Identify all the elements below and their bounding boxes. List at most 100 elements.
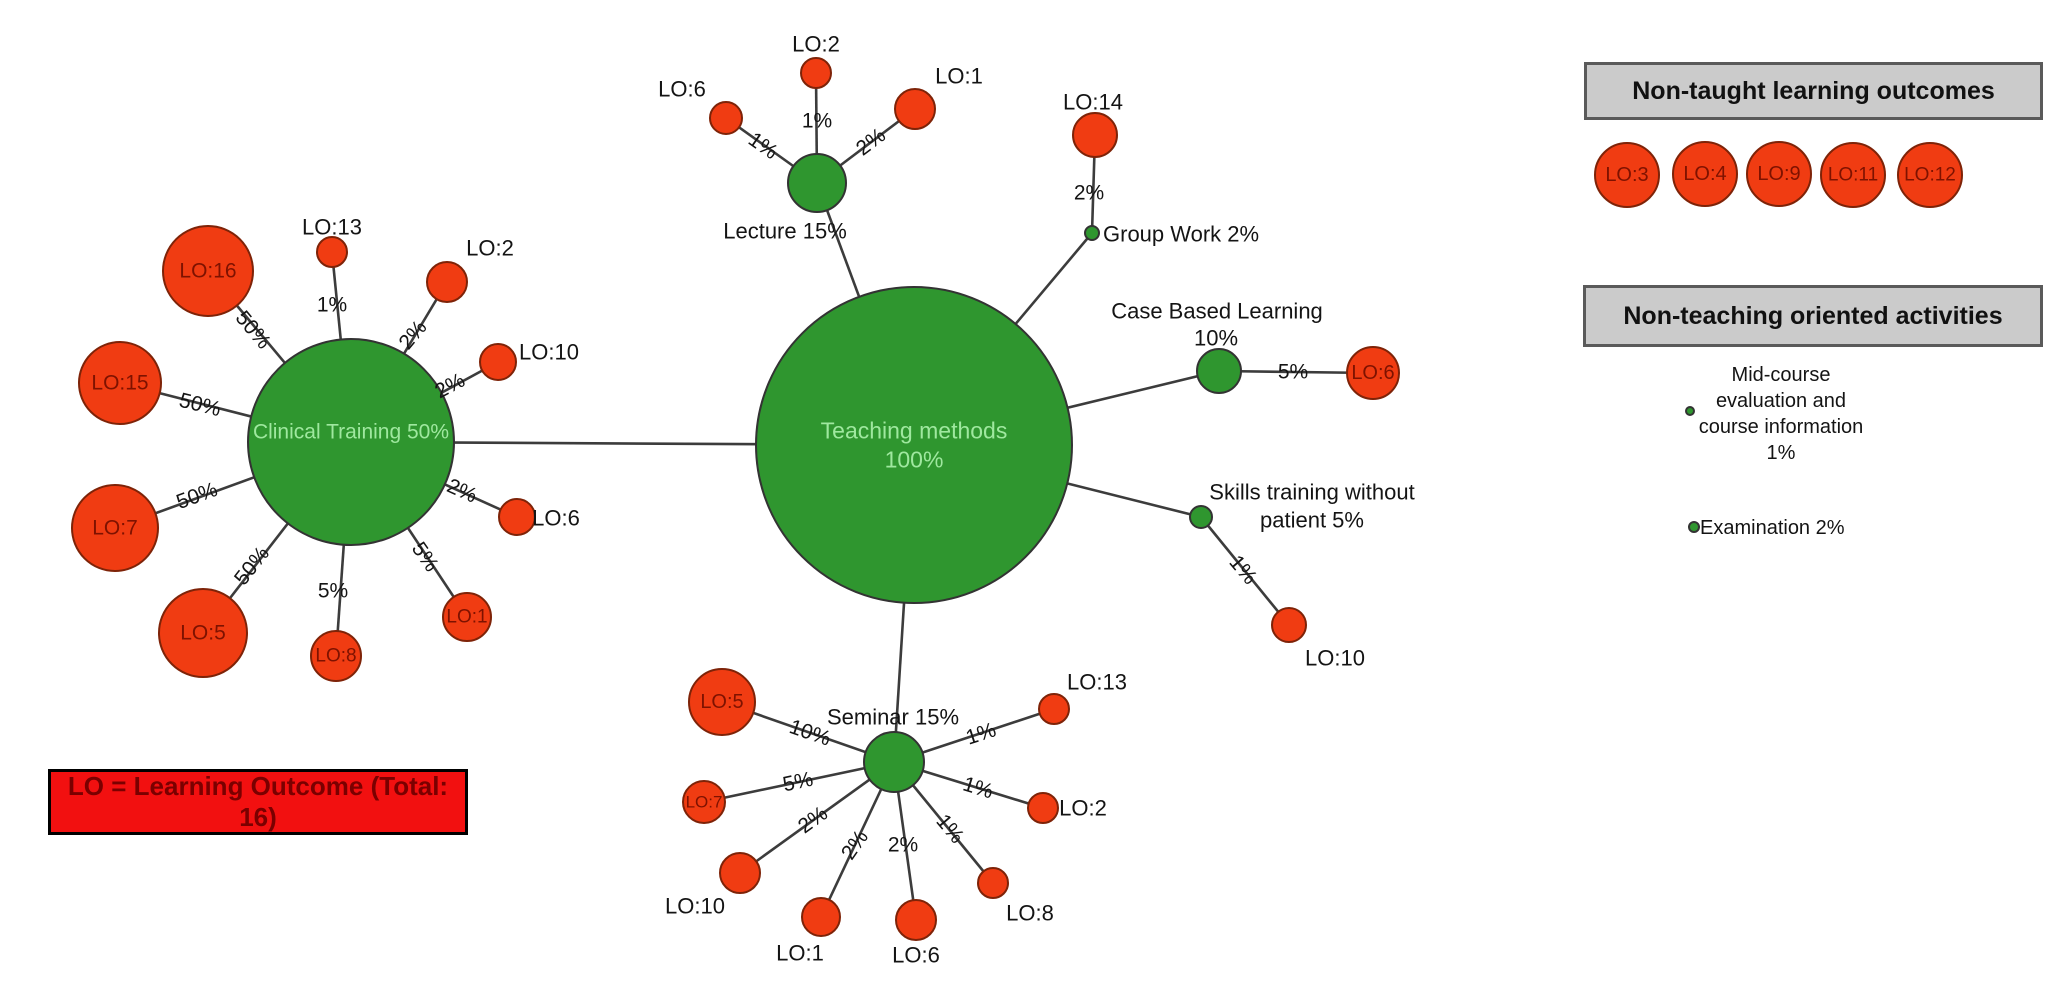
edge-label-seminar-sem-lo7: 5%: [781, 768, 815, 797]
node-label-clin-lo5-0: LO:5: [180, 622, 226, 645]
label-seminar-lo1: LO:1: [776, 941, 824, 966]
node-teaching-methods: [755, 286, 1073, 604]
label-clinical-lo2: LO:2: [466, 236, 514, 261]
node-sem-lo5: [688, 668, 756, 736]
node-nt-lo4: [1672, 141, 1738, 207]
edge-label-clinical-training-clin-lo2: 2%: [394, 316, 431, 354]
label-skills-lo10: LO:10: [1305, 646, 1365, 671]
node-label-teaching-methods-0: Teaching methods: [821, 418, 1008, 444]
edge-label-seminar-sem-lo1: 2%: [837, 826, 873, 864]
label-lo14: LO:14: [1063, 90, 1123, 115]
label-group-work: Group Work 2%: [1103, 222, 1259, 247]
node-lec-lo1: [894, 88, 936, 130]
label-clinical-lo13: LO:13: [302, 215, 362, 240]
node-nt-lo3: [1594, 142, 1660, 208]
edge-label-clinical-training-clin-lo6: 2%: [443, 474, 480, 507]
node-clin-lo2: [426, 261, 468, 303]
label-seminar-lo13: LO:13: [1067, 670, 1127, 695]
node-clin-lo1: [442, 592, 492, 642]
label-skills-1: Skills training without: [1209, 480, 1414, 505]
edge-label-case-based-learning-cb-lo6: 5%: [1278, 361, 1308, 384]
node-gw-lo14: [1072, 112, 1118, 158]
edge-label-seminar-sem-lo13: 1%: [963, 718, 999, 749]
node-examination-dot: [1688, 521, 1700, 533]
node-label-sem-lo5-0: LO:5: [700, 691, 743, 713]
label-midcourse-1: Mid-course: [1732, 364, 1831, 386]
edge-label-clinical-training-clin-lo13: 1%: [317, 294, 347, 317]
node-label-clin-lo16-0: LO:16: [179, 260, 236, 283]
node-sem-lo10: [719, 852, 761, 894]
node-midcourse-dot: [1685, 406, 1695, 416]
node-clin-lo15: [78, 341, 162, 425]
node-group-work: [1084, 225, 1100, 241]
label-skills-2: patient 5%: [1260, 508, 1364, 533]
node-sem-lo2: [1027, 792, 1059, 824]
node-label-clin-lo8-0: LO:8: [315, 646, 356, 667]
node-clin-lo8: [310, 630, 362, 682]
label-seminar: Seminar 15%: [827, 705, 959, 730]
node-label-cb-lo6-0: LO:6: [1351, 362, 1394, 384]
node-label-sem-lo7-0: LO:7: [686, 793, 723, 812]
node-sem-lo8: [977, 867, 1009, 899]
node-lec-lo6: [709, 101, 743, 135]
node-label-clinical-training-0: Clinical Training 50%: [253, 421, 449, 444]
node-clin-lo6: [498, 498, 536, 536]
edge-label-clinical-training-clin-lo7: 50%: [173, 478, 220, 514]
node-nt-lo11: [1820, 142, 1886, 208]
label-midcourse-2: evaluation and: [1716, 390, 1846, 412]
edge-label-seminar-sem-lo2: 1%: [960, 773, 996, 804]
node-label-clin-lo7-0: LO:7: [92, 517, 138, 540]
non-taught-header: Non-taught learning outcomes: [1584, 62, 2043, 120]
non-taught-header-label: Non-taught learning outcomes: [1632, 76, 1995, 105]
label-lecture: Lecture 15%: [723, 219, 847, 244]
node-sem-lo13: [1038, 693, 1070, 725]
node-sk-lo10: [1271, 607, 1307, 643]
label-case-based-1: Case Based Learning: [1111, 299, 1323, 324]
label-lecture-lo6: LO:6: [658, 77, 706, 102]
edge-label-clinical-training-clin-lo15: 50%: [177, 389, 223, 421]
edge-label-group-work-gw-lo14: 2%: [1074, 182, 1104, 205]
node-clin-lo13: [316, 236, 348, 268]
edge-label-lecture-lec-lo1: 2%: [852, 124, 890, 161]
label-seminar-lo6: LO:6: [892, 943, 940, 968]
label-clinical-lo10: LO:10: [519, 340, 579, 365]
node-clin-lo10: [479, 343, 517, 381]
node-nt-lo9: [1746, 141, 1812, 207]
node-lecture: [787, 153, 847, 213]
node-label-nt-lo9-0: LO:9: [1757, 163, 1800, 185]
edge-label-clinical-training-clin-lo16: 50%: [231, 307, 276, 354]
edge-label-seminar-sem-lo6: 2%: [888, 834, 918, 857]
label-seminar-lo2: LO:2: [1059, 796, 1107, 821]
label-seminar-lo8: LO:8: [1006, 901, 1054, 926]
edge-skills-training-sk-lo10: [1199, 516, 1291, 626]
edge-label-clinical-training-clin-lo1: 5%: [407, 538, 443, 576]
node-clin-lo5: [158, 588, 248, 678]
lo-legend-note-label: LO = Learning Outcome (Total: 16): [67, 771, 449, 832]
node-clinical-training: [247, 338, 455, 546]
edge-label-lecture-lec-lo6: 1%: [744, 128, 782, 164]
node-label-nt-lo4-0: LO:4: [1683, 163, 1726, 185]
node-cb-lo6: [1346, 346, 1400, 400]
node-nt-lo12: [1897, 142, 1963, 208]
label-midcourse-4: 1%: [1767, 442, 1796, 464]
node-seminar: [863, 731, 925, 793]
edge-seminar-sem-lo7: [703, 760, 895, 804]
lo-legend-note: LO = Learning Outcome (Total: 16): [48, 769, 468, 835]
node-case-based-learning: [1196, 348, 1242, 394]
node-label-nt-lo3-0: LO:3: [1605, 164, 1648, 186]
node-label-clin-lo1-0: LO:1: [446, 607, 487, 628]
edge-label-clinical-training-clin-lo8: 5%: [318, 580, 348, 603]
edge-label-seminar-sem-lo10: 2%: [794, 802, 832, 838]
node-sem-lo1: [801, 897, 841, 937]
label-midcourse-3: course information: [1699, 416, 1864, 438]
node-clin-lo16: [162, 225, 254, 317]
non-teaching-header: Non-teaching oriented activities: [1583, 285, 2043, 347]
non-teaching-header-label: Non-teaching oriented activities: [1623, 301, 2003, 330]
label-seminar-lo10: LO:10: [665, 894, 725, 919]
label-case-based-2: 10%: [1194, 326, 1238, 351]
label-lecture-lo1: LO:1: [935, 64, 983, 89]
node-label-nt-lo11-0: LO:11: [1828, 165, 1878, 186]
label-examination: Examination 2%: [1700, 517, 1845, 539]
